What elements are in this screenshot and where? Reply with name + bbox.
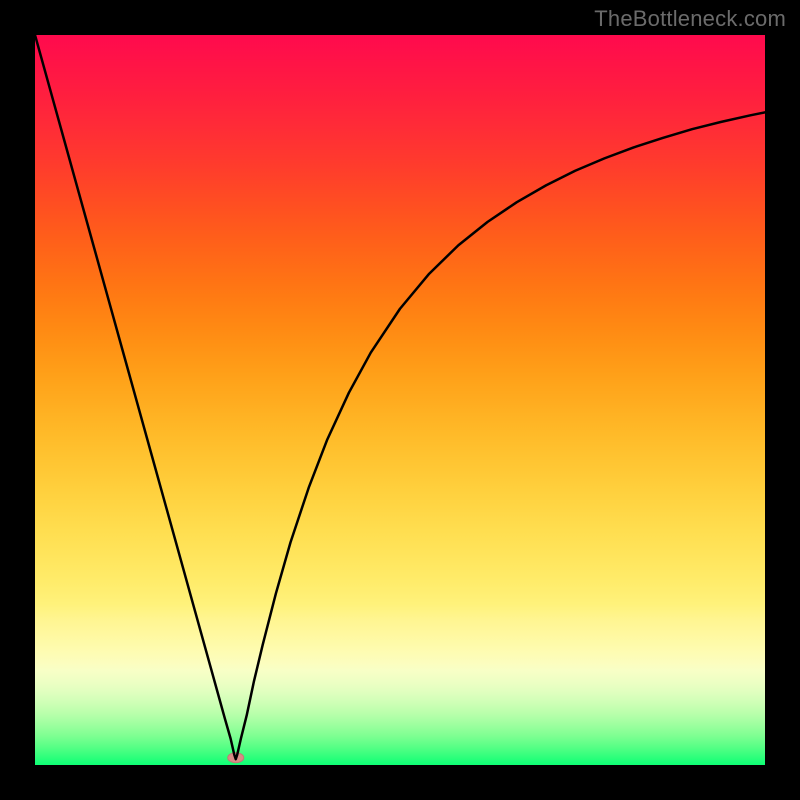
watermark-label: TheBottleneck.com xyxy=(594,6,786,32)
plot-area xyxy=(35,35,765,765)
chart-svg xyxy=(35,35,765,765)
gradient-background xyxy=(35,35,765,765)
chart-frame: TheBottleneck.com xyxy=(0,0,800,800)
